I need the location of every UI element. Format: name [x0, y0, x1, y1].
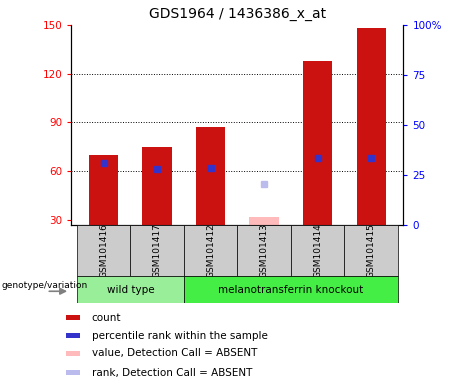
- Text: percentile rank within the sample: percentile rank within the sample: [92, 331, 267, 341]
- Text: wild type: wild type: [106, 285, 154, 295]
- Text: GSM101413: GSM101413: [260, 223, 269, 278]
- Text: value, Detection Call = ABSENT: value, Detection Call = ABSENT: [92, 348, 257, 358]
- Bar: [66, 333, 80, 338]
- Text: melanotransferrin knockout: melanotransferrin knockout: [219, 285, 364, 295]
- Bar: [66, 315, 80, 321]
- Bar: [66, 351, 80, 356]
- Text: GSM101415: GSM101415: [367, 223, 376, 278]
- FancyBboxPatch shape: [344, 225, 398, 276]
- Bar: [249, 217, 279, 225]
- Text: GSM101414: GSM101414: [313, 223, 322, 278]
- Text: GSM101417: GSM101417: [153, 223, 162, 278]
- Bar: [356, 28, 386, 225]
- FancyBboxPatch shape: [77, 225, 130, 276]
- FancyBboxPatch shape: [130, 225, 184, 276]
- Text: GSM101416: GSM101416: [99, 223, 108, 278]
- FancyBboxPatch shape: [291, 225, 344, 276]
- Text: GSM101412: GSM101412: [206, 223, 215, 278]
- Title: GDS1964 / 1436386_x_at: GDS1964 / 1436386_x_at: [149, 7, 326, 21]
- FancyBboxPatch shape: [184, 225, 237, 276]
- Bar: [142, 147, 172, 225]
- FancyBboxPatch shape: [77, 276, 184, 303]
- Text: genotype/variation: genotype/variation: [1, 280, 88, 290]
- Bar: [196, 127, 225, 225]
- Bar: [303, 61, 332, 225]
- Bar: [89, 155, 118, 225]
- FancyBboxPatch shape: [184, 276, 398, 303]
- Bar: [66, 370, 80, 375]
- FancyBboxPatch shape: [237, 225, 291, 276]
- Text: rank, Detection Call = ABSENT: rank, Detection Call = ABSENT: [92, 368, 252, 378]
- Text: count: count: [92, 313, 121, 323]
